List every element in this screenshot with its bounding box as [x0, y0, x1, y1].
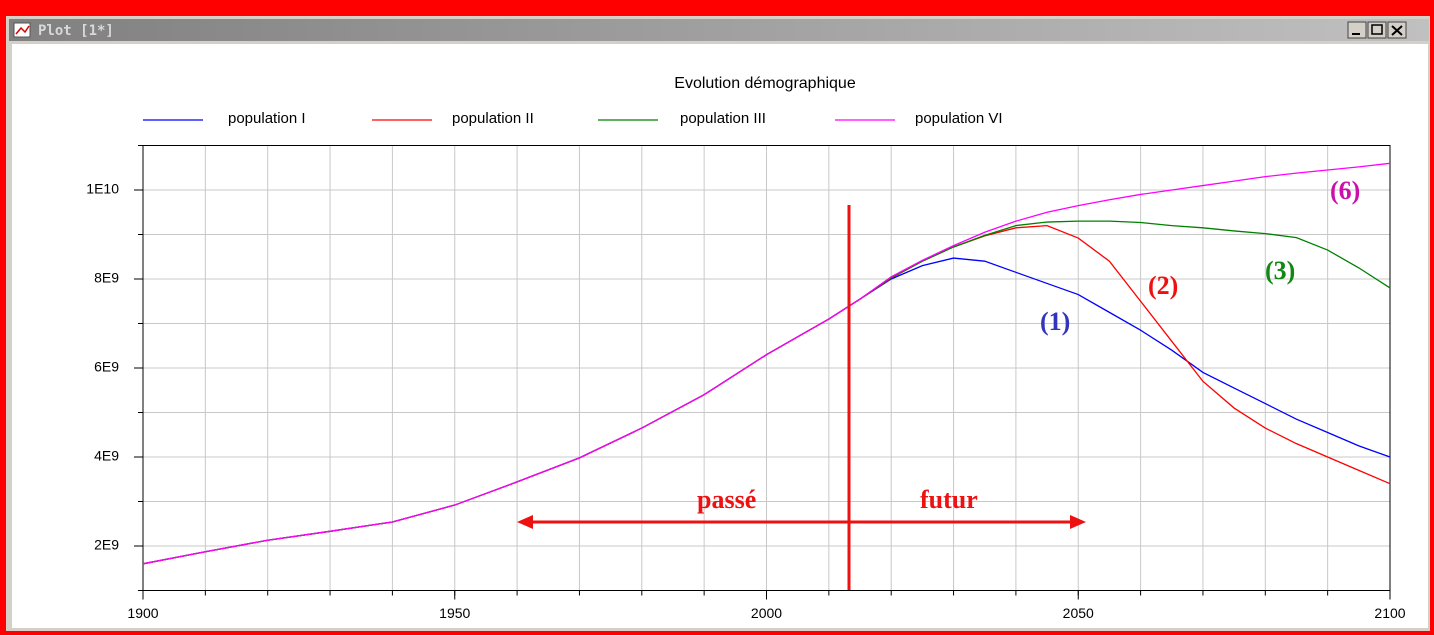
chart-title: Evolution démographique [674, 75, 856, 92]
y-tick-label: 8E9 [94, 270, 119, 286]
annotation: (2) [1148, 271, 1178, 300]
annotation: (6) [1330, 176, 1360, 205]
plot: 1900 1950 2000 2050 2100 2E9 4E9 6E9 8E9 1E10 [86, 145, 1406, 621]
x-tick-label: 2000 [751, 605, 782, 621]
plot-panel [12, 44, 1428, 628]
arrow-head-left [517, 515, 533, 529]
series-line [142, 162, 1391, 565]
annotation: (3) [1265, 256, 1295, 285]
annotation: futur [920, 485, 978, 514]
window-title: Plot [1*] [38, 23, 114, 39]
annotation: passé [697, 485, 756, 514]
x-tick-label: 2050 [1063, 605, 1094, 621]
legend-label: population II [452, 110, 534, 127]
window-buttons[interactable] [1347, 21, 1407, 39]
y-tick-label: 4E9 [94, 448, 119, 464]
y-tick-label: 6E9 [94, 359, 119, 375]
minimize-button[interactable] [1347, 21, 1367, 39]
y-tick-label: 2E9 [94, 537, 119, 553]
x-tick-label: 1950 [439, 605, 470, 621]
legend-label: population III [680, 110, 766, 127]
y-tick-label: 1E10 [86, 181, 119, 197]
legend-label: population I [228, 110, 306, 127]
annotation: (1) [1040, 307, 1070, 336]
legend-label: population VI [915, 110, 1003, 127]
title-bar [9, 19, 1429, 41]
arrow-head-right [1070, 515, 1086, 529]
x-tick-label: 1900 [127, 605, 158, 621]
maximize-glyph [1371, 24, 1383, 35]
x-tick-label: 2100 [1374, 605, 1405, 621]
close-glyph [1391, 25, 1403, 36]
window-icon-glyph [15, 25, 30, 35]
